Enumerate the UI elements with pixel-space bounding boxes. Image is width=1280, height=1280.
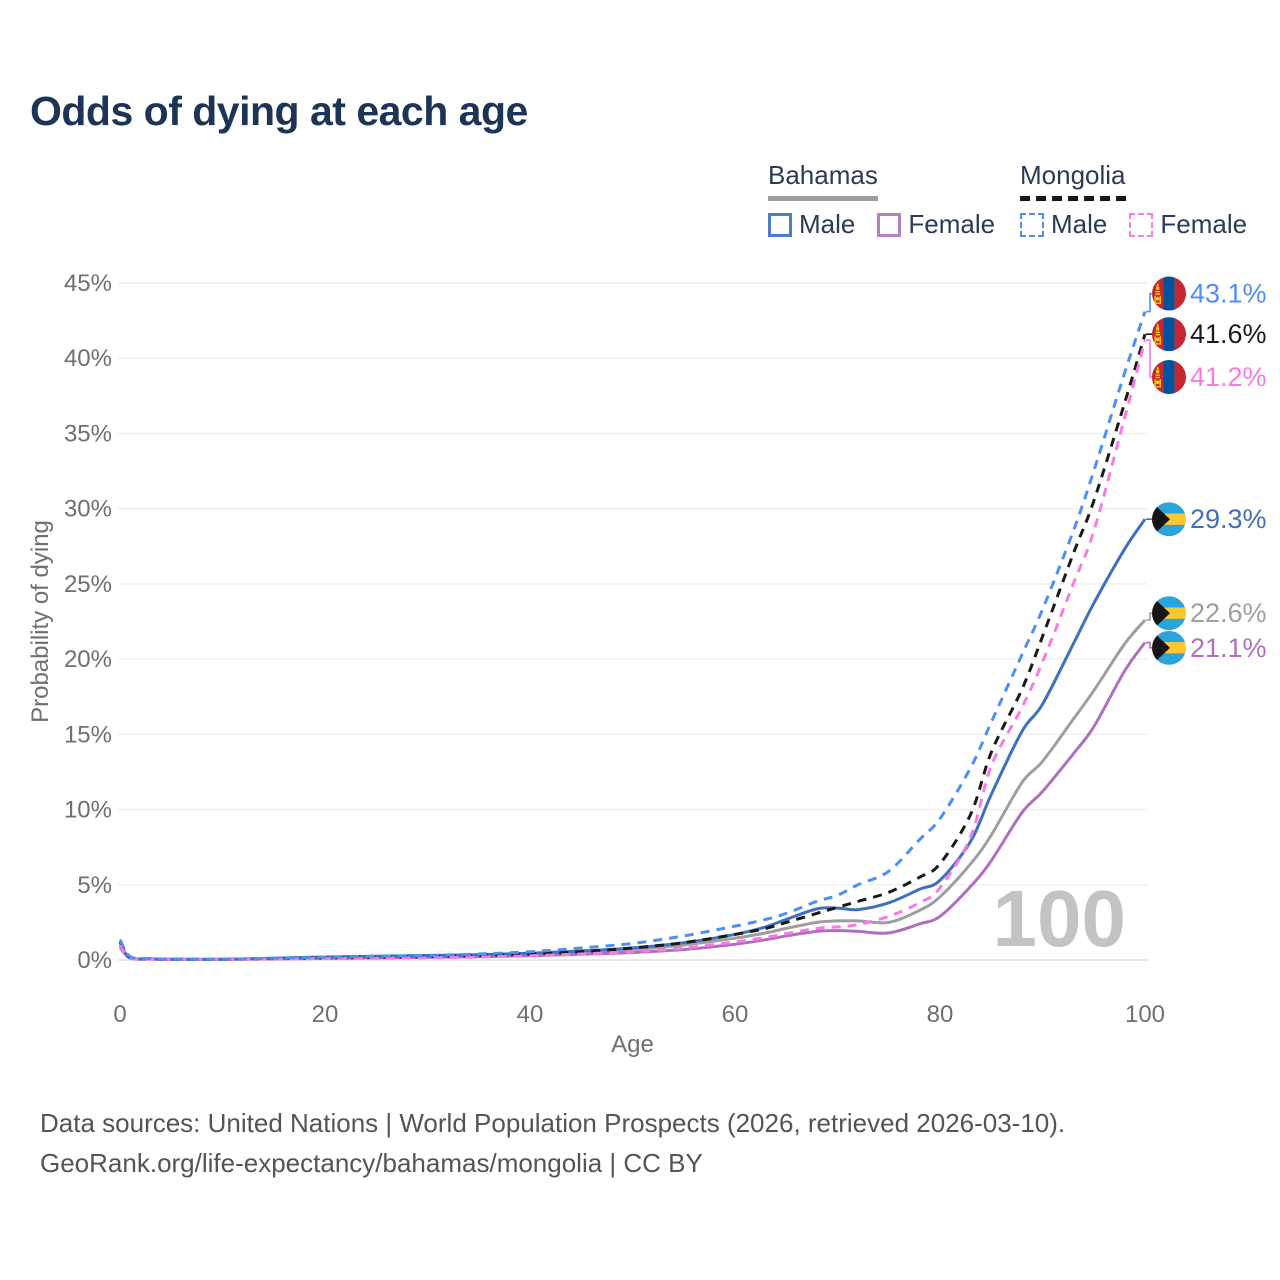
legend-country-bahamas[interactable]: Bahamas [768, 160, 878, 201]
page-title: Odds of dying at each age [30, 88, 528, 134]
flag-icon-mongolia-female [1152, 360, 1186, 394]
series-line-mongolia-male [118, 311, 1147, 961]
y-tick-label-45: 45% [64, 270, 112, 297]
x-tick-label-0: 0 [113, 1001, 126, 1028]
end-value-label-bahamas-female: 21.1% [1190, 633, 1267, 663]
end-connector-mongolia-female [1146, 339, 1153, 378]
legend-country-mongolia[interactable]: Mongolia [1020, 160, 1126, 201]
legend-label-mongolia-female: Female [1160, 209, 1248, 239]
y-tick-label-25: 25% [64, 571, 112, 598]
flag-icon-mongolia-male [1152, 277, 1186, 311]
legend-item-bahamas-male[interactable]: Male [768, 209, 855, 240]
y-tick-label-20: 20% [64, 646, 112, 673]
y-tick-label-15: 15% [64, 721, 112, 748]
end-connector-bahamas-female [1146, 641, 1153, 649]
end-value-label-mongolia-male: 43.1% [1190, 279, 1267, 309]
flag-icon-mongolia-both [1152, 317, 1186, 351]
legend-item-mongolia-male[interactable]: Male [1020, 209, 1107, 240]
plot-area[interactable] [120, 263, 1145, 960]
end-value-label-mongolia-both: 41.6% [1190, 319, 1267, 349]
hover-age-watermark: 100 [993, 874, 1126, 963]
legend-item-mongolia-female[interactable]: Female [1129, 209, 1247, 240]
end-value-label-mongolia-female: 41.2% [1190, 362, 1267, 392]
bahamas-female-swatch-icon [877, 212, 902, 237]
y-tick-label-40: 40% [64, 345, 112, 372]
y-tick-label-35: 35% [64, 420, 112, 447]
x-tick-label-60: 60 [722, 1001, 749, 1028]
flag-icon-bahamas-both [1152, 596, 1186, 630]
legend-item-bahamas-female[interactable]: Female [877, 209, 995, 240]
source-line-1: Data sources: United Nations | World Pop… [40, 1108, 1066, 1138]
y-tick-label-30: 30% [64, 496, 112, 523]
legend-label-mongolia-male: Male [1051, 209, 1108, 239]
end-connector-bahamas-both [1146, 612, 1153, 621]
mongolia-female-swatch-icon [1129, 212, 1154, 237]
legend-label-bahamas-male: Male [799, 209, 856, 239]
flag-icon-bahamas-female [1152, 631, 1186, 665]
x-tick-label-20: 20 [312, 1001, 339, 1028]
legend-label-bahamas-female: Female [908, 209, 996, 239]
bahamas-male-swatch-icon [768, 212, 792, 237]
legend-group-bahamas: Bahamas Male Female [768, 160, 995, 240]
x-tick-label-40: 40 [517, 1001, 544, 1028]
end-connector-mongolia-male [1146, 292, 1153, 313]
y-tick-label-0: 0% [77, 947, 112, 974]
x-axis-title: Age [611, 1031, 654, 1058]
y-tick-label-5: 5% [77, 872, 112, 899]
x-tick-label-80: 80 [927, 1001, 954, 1028]
y-axis-title: Probability of dying [27, 520, 54, 723]
mongolia-male-swatch-icon [1020, 212, 1044, 237]
legend-group-mongolia: Mongolia Male Female [1020, 160, 1247, 240]
end-value-label-bahamas-male: 29.3% [1190, 504, 1267, 534]
end-value-label-bahamas-both: 22.6% [1190, 598, 1267, 628]
flag-icon-bahamas-male [1152, 502, 1186, 536]
x-tick-label-100: 100 [1125, 1001, 1165, 1028]
y-tick-label-10: 10% [64, 797, 112, 824]
source-line-2: GeoRank.org/life-expectancy/bahamas/mong… [40, 1148, 703, 1178]
